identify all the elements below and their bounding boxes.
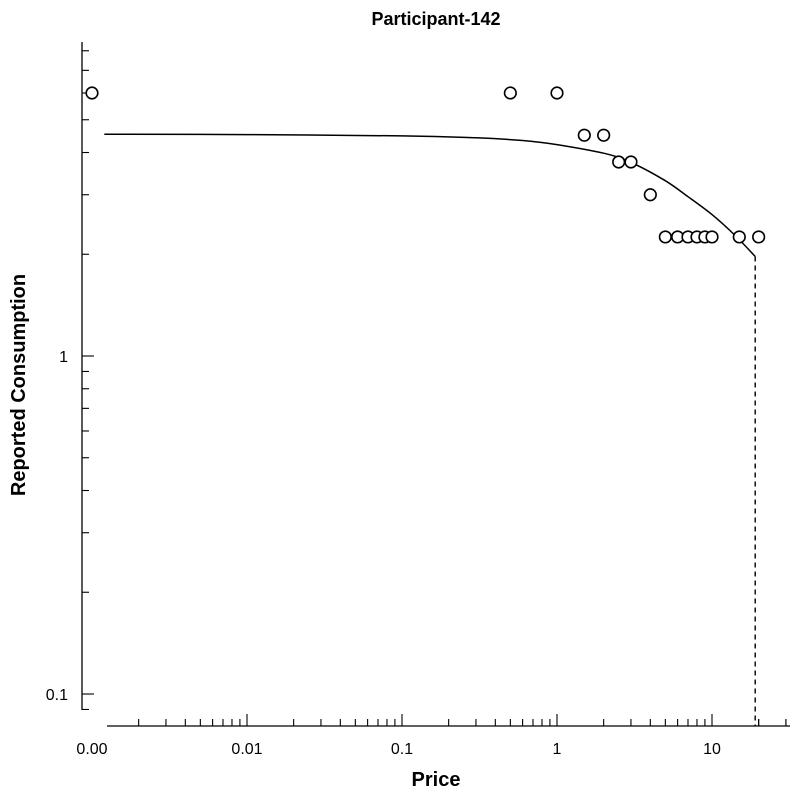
data-point xyxy=(597,128,611,142)
data-point xyxy=(85,86,99,100)
data-point xyxy=(624,155,638,169)
demand-curve xyxy=(104,133,756,258)
x-tick-label: 0.01 xyxy=(231,741,262,758)
points-layer xyxy=(85,86,766,244)
x-tick-label: 0.00 xyxy=(76,741,107,758)
x-tick-label: 0.1 xyxy=(391,741,413,758)
data-point xyxy=(732,230,746,244)
chart-title: Participant-142 xyxy=(371,9,500,29)
x-tick-label: 1 xyxy=(553,741,562,758)
data-point xyxy=(577,128,591,142)
data-point xyxy=(658,230,672,244)
fit-layer xyxy=(104,133,756,726)
x-tick-label: 10 xyxy=(703,741,721,758)
y-tick-label: 1 xyxy=(59,349,68,366)
x-ticks: 0.00 0.01 0.1 1 10 xyxy=(76,714,787,758)
data-point xyxy=(752,230,766,244)
data-point xyxy=(503,86,517,100)
data-point xyxy=(643,188,657,202)
y-ticks: 0.11 xyxy=(46,50,94,711)
y-tick-label: 0.1 xyxy=(46,687,68,704)
y-axis-title: Reported Consumption xyxy=(8,274,30,496)
data-point xyxy=(550,86,564,100)
data-point xyxy=(612,155,626,169)
x-axis-title: Price xyxy=(412,769,461,791)
data-point xyxy=(705,230,719,244)
